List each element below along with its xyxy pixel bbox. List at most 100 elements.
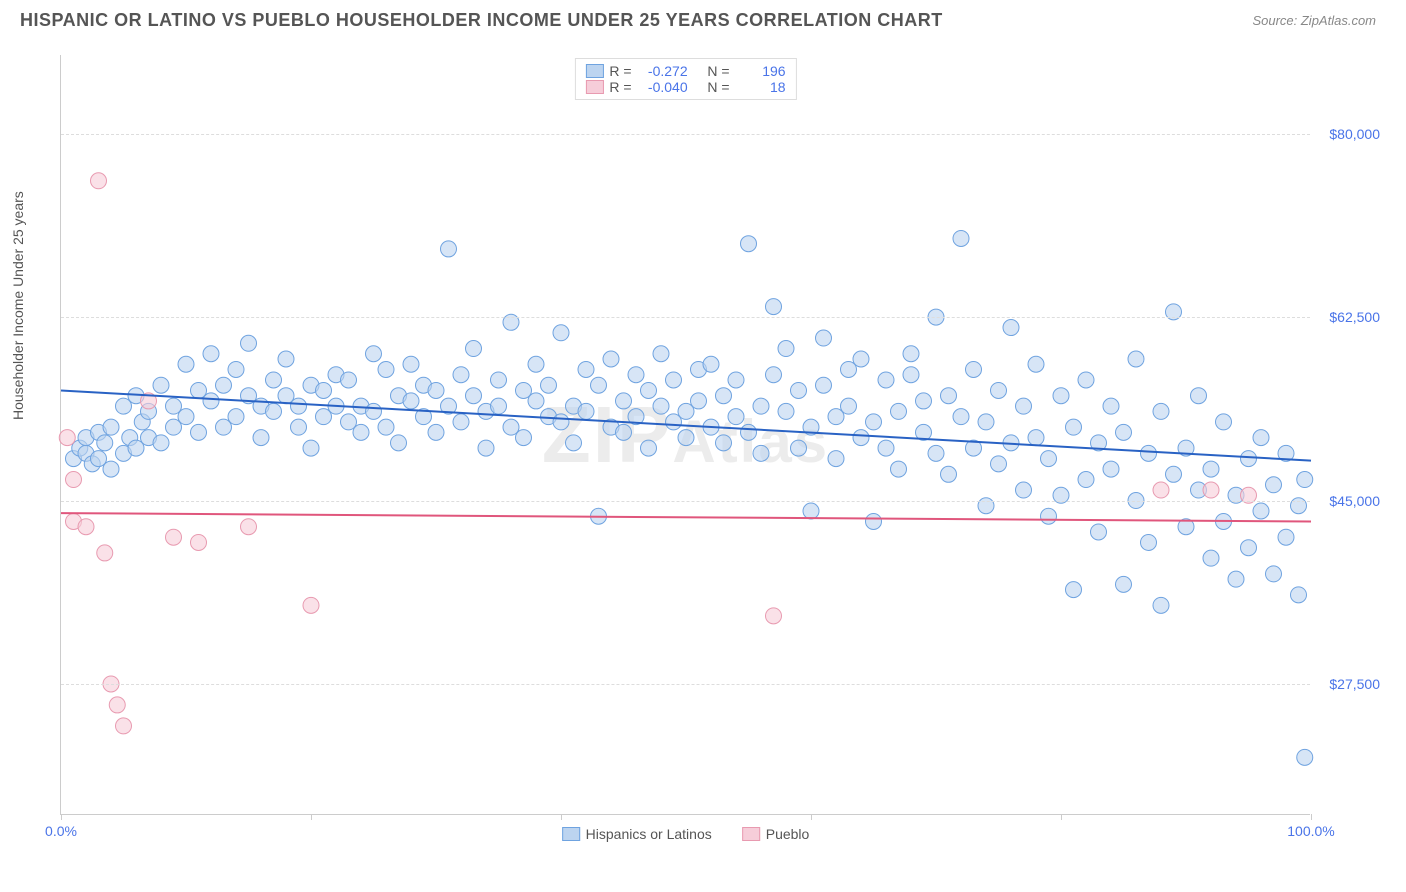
data-point <box>778 341 794 357</box>
data-point <box>491 398 507 414</box>
legend-swatch <box>562 827 580 841</box>
data-point <box>1241 451 1257 467</box>
data-point <box>91 173 107 189</box>
data-point <box>753 445 769 461</box>
data-point <box>716 388 732 404</box>
data-point <box>853 430 869 446</box>
data-point <box>1241 540 1257 556</box>
data-point <box>278 351 294 367</box>
data-point <box>203 346 219 362</box>
chart-title: HISPANIC OR LATINO VS PUEBLO HOUSEHOLDER… <box>20 10 943 31</box>
data-point <box>378 361 394 377</box>
data-point <box>1128 351 1144 367</box>
data-point <box>403 393 419 409</box>
data-point <box>1041 451 1057 467</box>
data-point <box>1078 372 1094 388</box>
data-point <box>991 456 1007 472</box>
data-point <box>191 534 207 550</box>
data-point <box>741 424 757 440</box>
data-point <box>791 440 807 456</box>
x-tick-mark <box>311 814 312 820</box>
data-point <box>541 377 557 393</box>
data-point <box>466 341 482 357</box>
data-point <box>103 419 119 435</box>
data-point <box>641 440 657 456</box>
legend-correlation-row: R =-0.272 N =196 <box>585 63 785 79</box>
gridline <box>61 134 1310 135</box>
data-point <box>78 519 94 535</box>
data-point <box>591 377 607 393</box>
data-point <box>1191 388 1207 404</box>
data-point <box>66 472 82 488</box>
legend-r-value: -0.272 <box>638 63 688 79</box>
data-point <box>153 435 169 451</box>
data-point <box>753 398 769 414</box>
data-point <box>1297 472 1313 488</box>
data-point <box>628 367 644 383</box>
data-point <box>966 361 982 377</box>
data-point <box>1216 414 1232 430</box>
data-point <box>1166 466 1182 482</box>
data-point <box>1203 550 1219 566</box>
data-point <box>553 325 569 341</box>
data-point <box>853 351 869 367</box>
data-point <box>1228 571 1244 587</box>
data-point <box>178 356 194 372</box>
data-point <box>653 346 669 362</box>
data-point <box>291 398 307 414</box>
data-point <box>1253 503 1269 519</box>
data-point <box>891 461 907 477</box>
data-point <box>1116 424 1132 440</box>
data-point <box>178 409 194 425</box>
data-point <box>903 367 919 383</box>
legend-series-item: Hispanics or Latinos <box>562 826 712 842</box>
data-point <box>453 414 469 430</box>
legend-r-label: R = <box>609 63 631 79</box>
x-tick-mark <box>1061 814 1062 820</box>
data-point <box>828 451 844 467</box>
data-point <box>1203 482 1219 498</box>
data-point <box>228 409 244 425</box>
data-point <box>103 461 119 477</box>
data-point <box>891 403 907 419</box>
data-point <box>666 372 682 388</box>
x-tick-mark <box>61 814 62 820</box>
data-point <box>266 372 282 388</box>
scatter-plot-svg <box>61 55 1310 814</box>
legend-correlation-box: R =-0.272 N =196R =-0.040 N =18 <box>574 58 796 100</box>
data-point <box>991 382 1007 398</box>
data-point <box>728 409 744 425</box>
data-point <box>978 414 994 430</box>
data-point <box>566 435 582 451</box>
data-point <box>109 697 125 713</box>
data-point <box>391 435 407 451</box>
data-point <box>953 409 969 425</box>
legend-series-label: Pueblo <box>766 826 810 842</box>
data-point <box>316 382 332 398</box>
data-point <box>241 335 257 351</box>
data-point <box>116 718 132 734</box>
data-point <box>1266 477 1282 493</box>
data-point <box>728 372 744 388</box>
data-point <box>1016 398 1032 414</box>
legend-n-value: 18 <box>736 79 786 95</box>
data-point <box>866 414 882 430</box>
data-point <box>1016 482 1032 498</box>
data-point <box>1141 534 1157 550</box>
legend-swatch <box>585 64 603 78</box>
data-point <box>716 435 732 451</box>
data-point <box>341 372 357 388</box>
data-point <box>1116 576 1132 592</box>
data-point <box>1028 430 1044 446</box>
data-point <box>691 393 707 409</box>
data-point <box>1091 524 1107 540</box>
data-point <box>578 403 594 419</box>
data-point <box>253 430 269 446</box>
chart-plot-area: ZIPAtlas R =-0.272 N =196R =-0.040 N =18… <box>60 55 1310 815</box>
data-point <box>603 351 619 367</box>
data-point <box>616 393 632 409</box>
legend-n-label: N = <box>707 63 729 79</box>
data-point <box>616 424 632 440</box>
data-point <box>1297 749 1313 765</box>
data-point <box>1028 356 1044 372</box>
